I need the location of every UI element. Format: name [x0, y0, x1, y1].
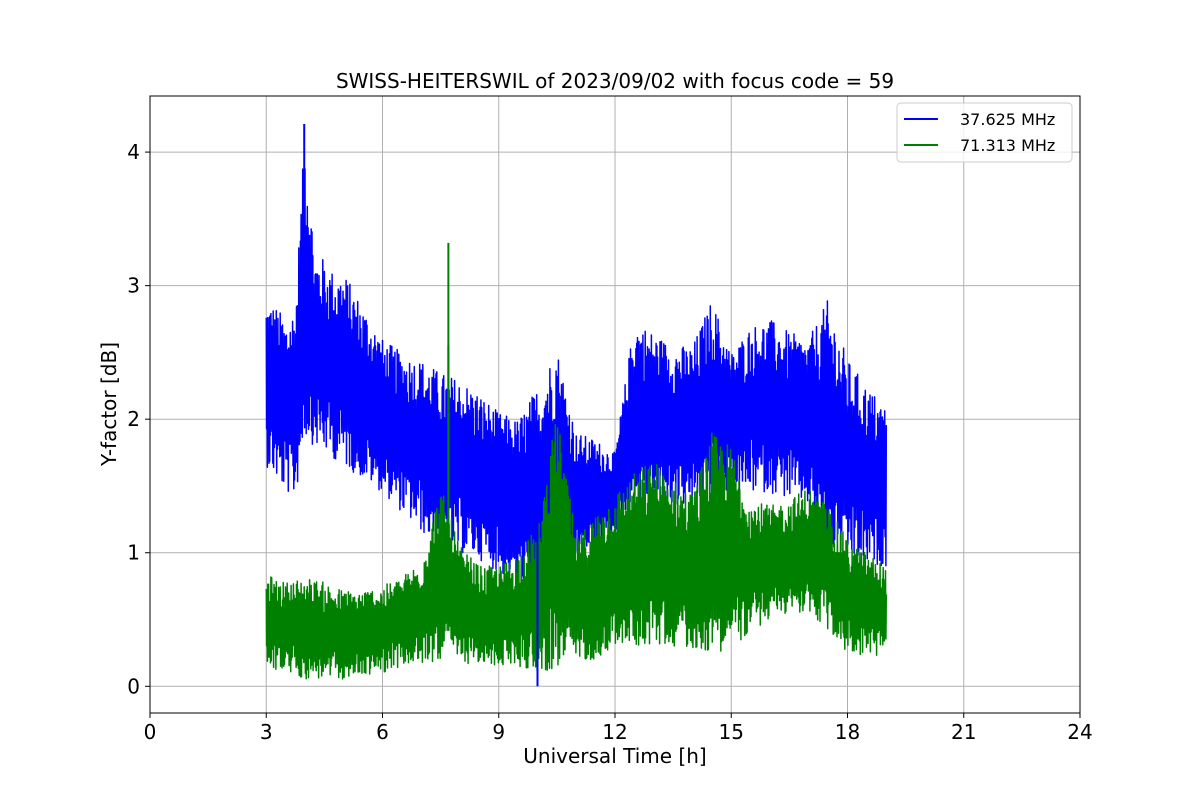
x-axis-label: Universal Time [h] — [523, 744, 706, 768]
y-tick-label: 3 — [127, 274, 140, 298]
legend: 37.625 MHz 71.313 MHz — [896, 102, 1073, 163]
x-tick-label: 6 — [376, 720, 389, 744]
data-layer — [265, 124, 888, 687]
chart-title: SWISS-HEITERSWIL of 2023/09/02 with focu… — [336, 69, 894, 93]
legend-label-series-1: 37.625 MHz — [960, 110, 1055, 129]
legend-label-series-2: 71.313 MHz — [960, 136, 1055, 155]
x-tick-label: 21 — [951, 720, 976, 744]
y-tick-label: 1 — [127, 541, 140, 565]
legend-box — [896, 102, 1073, 163]
y-tick-label: 4 — [127, 140, 140, 164]
x-tick-label: 18 — [835, 720, 860, 744]
series-line-1 — [265, 168, 888, 598]
x-tick-label: 0 — [144, 720, 157, 744]
y-tick-label: 0 — [127, 674, 140, 698]
x-tick-label: 12 — [602, 720, 627, 744]
y-tick-label: 2 — [127, 407, 140, 431]
x-tick-label: 24 — [1067, 720, 1092, 744]
x-tick-label: 3 — [260, 720, 273, 744]
x-tick-label: 15 — [719, 720, 744, 744]
y-axis-label: Y-factor [dB] — [97, 342, 121, 467]
series-line-2 — [265, 423, 888, 680]
x-tick-label: 9 — [492, 720, 505, 744]
